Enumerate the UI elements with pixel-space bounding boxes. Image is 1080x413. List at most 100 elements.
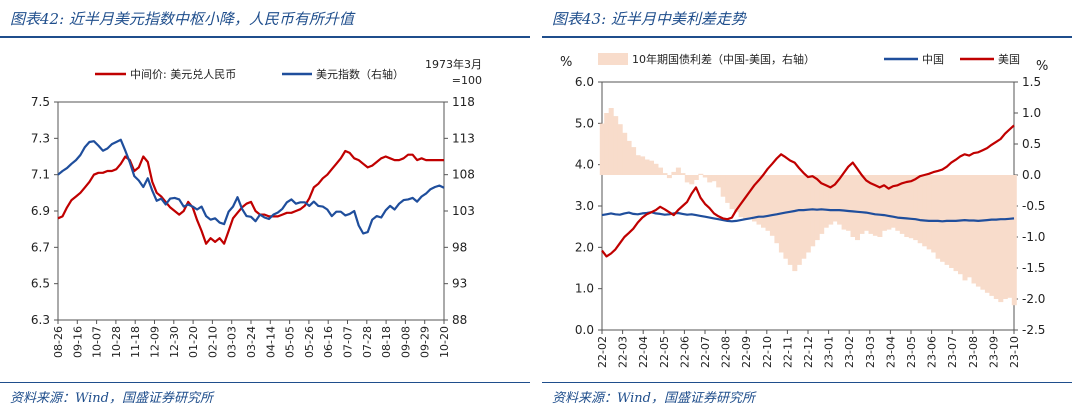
spread-bar xyxy=(846,175,852,231)
spread-bar xyxy=(904,175,910,237)
x-tick-label: 02-10 xyxy=(206,326,219,358)
x-tick-label: 03-24 xyxy=(245,326,258,358)
spread-bar xyxy=(967,175,972,278)
x-tick-label: 23-01 xyxy=(823,336,836,368)
spread-bar xyxy=(626,140,632,175)
spread-bar xyxy=(604,113,610,175)
spread-bar xyxy=(935,175,941,259)
x-tick-label: 22-05 xyxy=(658,336,671,368)
spread-bar xyxy=(917,175,923,244)
left-y-tick-label: 6.5 xyxy=(31,277,50,291)
spread-bar xyxy=(832,175,838,222)
spread-bar xyxy=(998,175,1004,303)
spread-bar xyxy=(872,175,878,236)
spread-bar xyxy=(684,175,690,183)
spread-bar xyxy=(761,175,766,228)
right-y-tick-label: 0.5 xyxy=(1022,137,1041,151)
spread-bar xyxy=(675,167,681,175)
left-axis-unit: % xyxy=(560,55,572,70)
spread-bar xyxy=(738,175,744,218)
x-tick-label: 05-05 xyxy=(284,326,297,358)
spread-bar xyxy=(716,175,722,188)
right-y-tick-label: -2.0 xyxy=(1022,292,1045,306)
x-tick-label: 23-09 xyxy=(987,336,1000,368)
spread-bar xyxy=(899,175,905,234)
right-y-tick-label: 118 xyxy=(452,95,475,109)
legend-label-china: 中国 xyxy=(922,53,944,66)
x-tick-label: 23-10 xyxy=(1008,336,1021,368)
spread-bar xyxy=(922,175,928,247)
spread-bar xyxy=(828,175,834,225)
left-footer-rule xyxy=(0,382,530,383)
spread-bar xyxy=(984,175,990,293)
x-tick-label: 06-16 xyxy=(322,326,335,358)
spread-bar xyxy=(819,175,825,234)
x-tick-label: 09-08 xyxy=(399,326,412,358)
x-tick-label: 10-20 xyxy=(438,326,451,358)
x-tick-label: 22-12 xyxy=(802,336,815,368)
spread-bar xyxy=(1011,175,1017,306)
spread-bar xyxy=(841,175,847,230)
spread-bar xyxy=(823,175,829,228)
spread-bar xyxy=(814,175,820,241)
spread-bar xyxy=(756,175,762,225)
note-line2: =100 xyxy=(452,74,482,87)
left-y-tick-label: 6.7 xyxy=(31,240,50,254)
x-tick-label: 04-14 xyxy=(264,326,277,358)
right-footer-rule xyxy=(542,382,1072,383)
x-tick-label: 09-29 xyxy=(419,326,432,358)
right-y-tick-label: -2.5 xyxy=(1022,323,1045,337)
x-tick-label: 11-18 xyxy=(129,326,142,358)
spread-bar xyxy=(752,175,757,222)
spread-bar xyxy=(653,163,659,175)
spread-bar xyxy=(608,108,614,175)
spread-bar xyxy=(617,124,623,175)
spread-bar xyxy=(801,175,807,259)
spread-bar xyxy=(993,175,999,299)
left-chart-svg: 6.3 6.5 6.7 6.9 7.1 7.3 7.5 88 93 98 103 108 113 118 0… xyxy=(31,57,482,358)
series-line-1 xyxy=(57,138,445,235)
spread-bar xyxy=(962,175,968,281)
right-axis-unit: % xyxy=(1036,59,1048,74)
right-chart-svg: 0.0 1.0 2.0 3.0 4.0 5.0 6.0 -2.5 -2.0 -1.5 -1.0 -0.… xyxy=(560,52,1048,368)
right-chart-title: 图表43: 近半月中美利差走势 xyxy=(552,10,746,28)
spread-bar xyxy=(693,175,699,180)
spread-bar xyxy=(666,175,672,179)
legend-label-spread: 10年期国债利差（中国-美国，右轴） xyxy=(632,52,815,66)
x-tick-label: 22-08 xyxy=(720,336,733,368)
spread-bar xyxy=(622,132,628,175)
right-y-tick-label: 1.5 xyxy=(1022,75,1041,89)
spread-bar xyxy=(868,175,874,234)
left-y-tick-label: 6.9 xyxy=(31,204,50,218)
left-y-tick-label: 7.5 xyxy=(31,95,50,109)
right-y-tick-label: 98 xyxy=(452,240,467,254)
left-y-tick-label: 5.0 xyxy=(575,116,594,130)
spread-bar xyxy=(658,167,663,175)
x-tick-label: 23-05 xyxy=(905,336,918,368)
spread-bar xyxy=(953,175,959,272)
spread-bar xyxy=(747,175,753,219)
left-y-tick-label: 2.0 xyxy=(575,240,594,254)
right-title-rule xyxy=(542,36,1072,38)
series-line-2 xyxy=(601,124,1015,258)
x-tick-label: 22-06 xyxy=(678,336,691,368)
spread-bar xyxy=(805,175,811,253)
spread-bar xyxy=(958,175,963,275)
x-tick-label: 07-07 xyxy=(342,326,355,358)
x-tick-label: 23-08 xyxy=(967,336,980,368)
spread-bar xyxy=(680,173,686,175)
legend-label-dxy: 美元指数（右轴） xyxy=(316,67,404,81)
x-tick-label: 01-20 xyxy=(187,326,200,358)
spread-bar xyxy=(895,175,901,231)
spread-bar xyxy=(864,175,869,231)
spread-bar xyxy=(881,175,887,231)
spread-bar xyxy=(886,175,892,230)
x-tick-label: 23-03 xyxy=(864,336,877,368)
spread-bar xyxy=(837,175,843,225)
spread-bar xyxy=(729,175,735,210)
spread-bar xyxy=(810,175,816,247)
x-tick-label: 12-30 xyxy=(168,326,181,358)
spread-bar xyxy=(1007,175,1013,298)
left-y-tick-label: 6.0 xyxy=(575,75,594,89)
x-tick-label: 22-07 xyxy=(699,336,712,368)
